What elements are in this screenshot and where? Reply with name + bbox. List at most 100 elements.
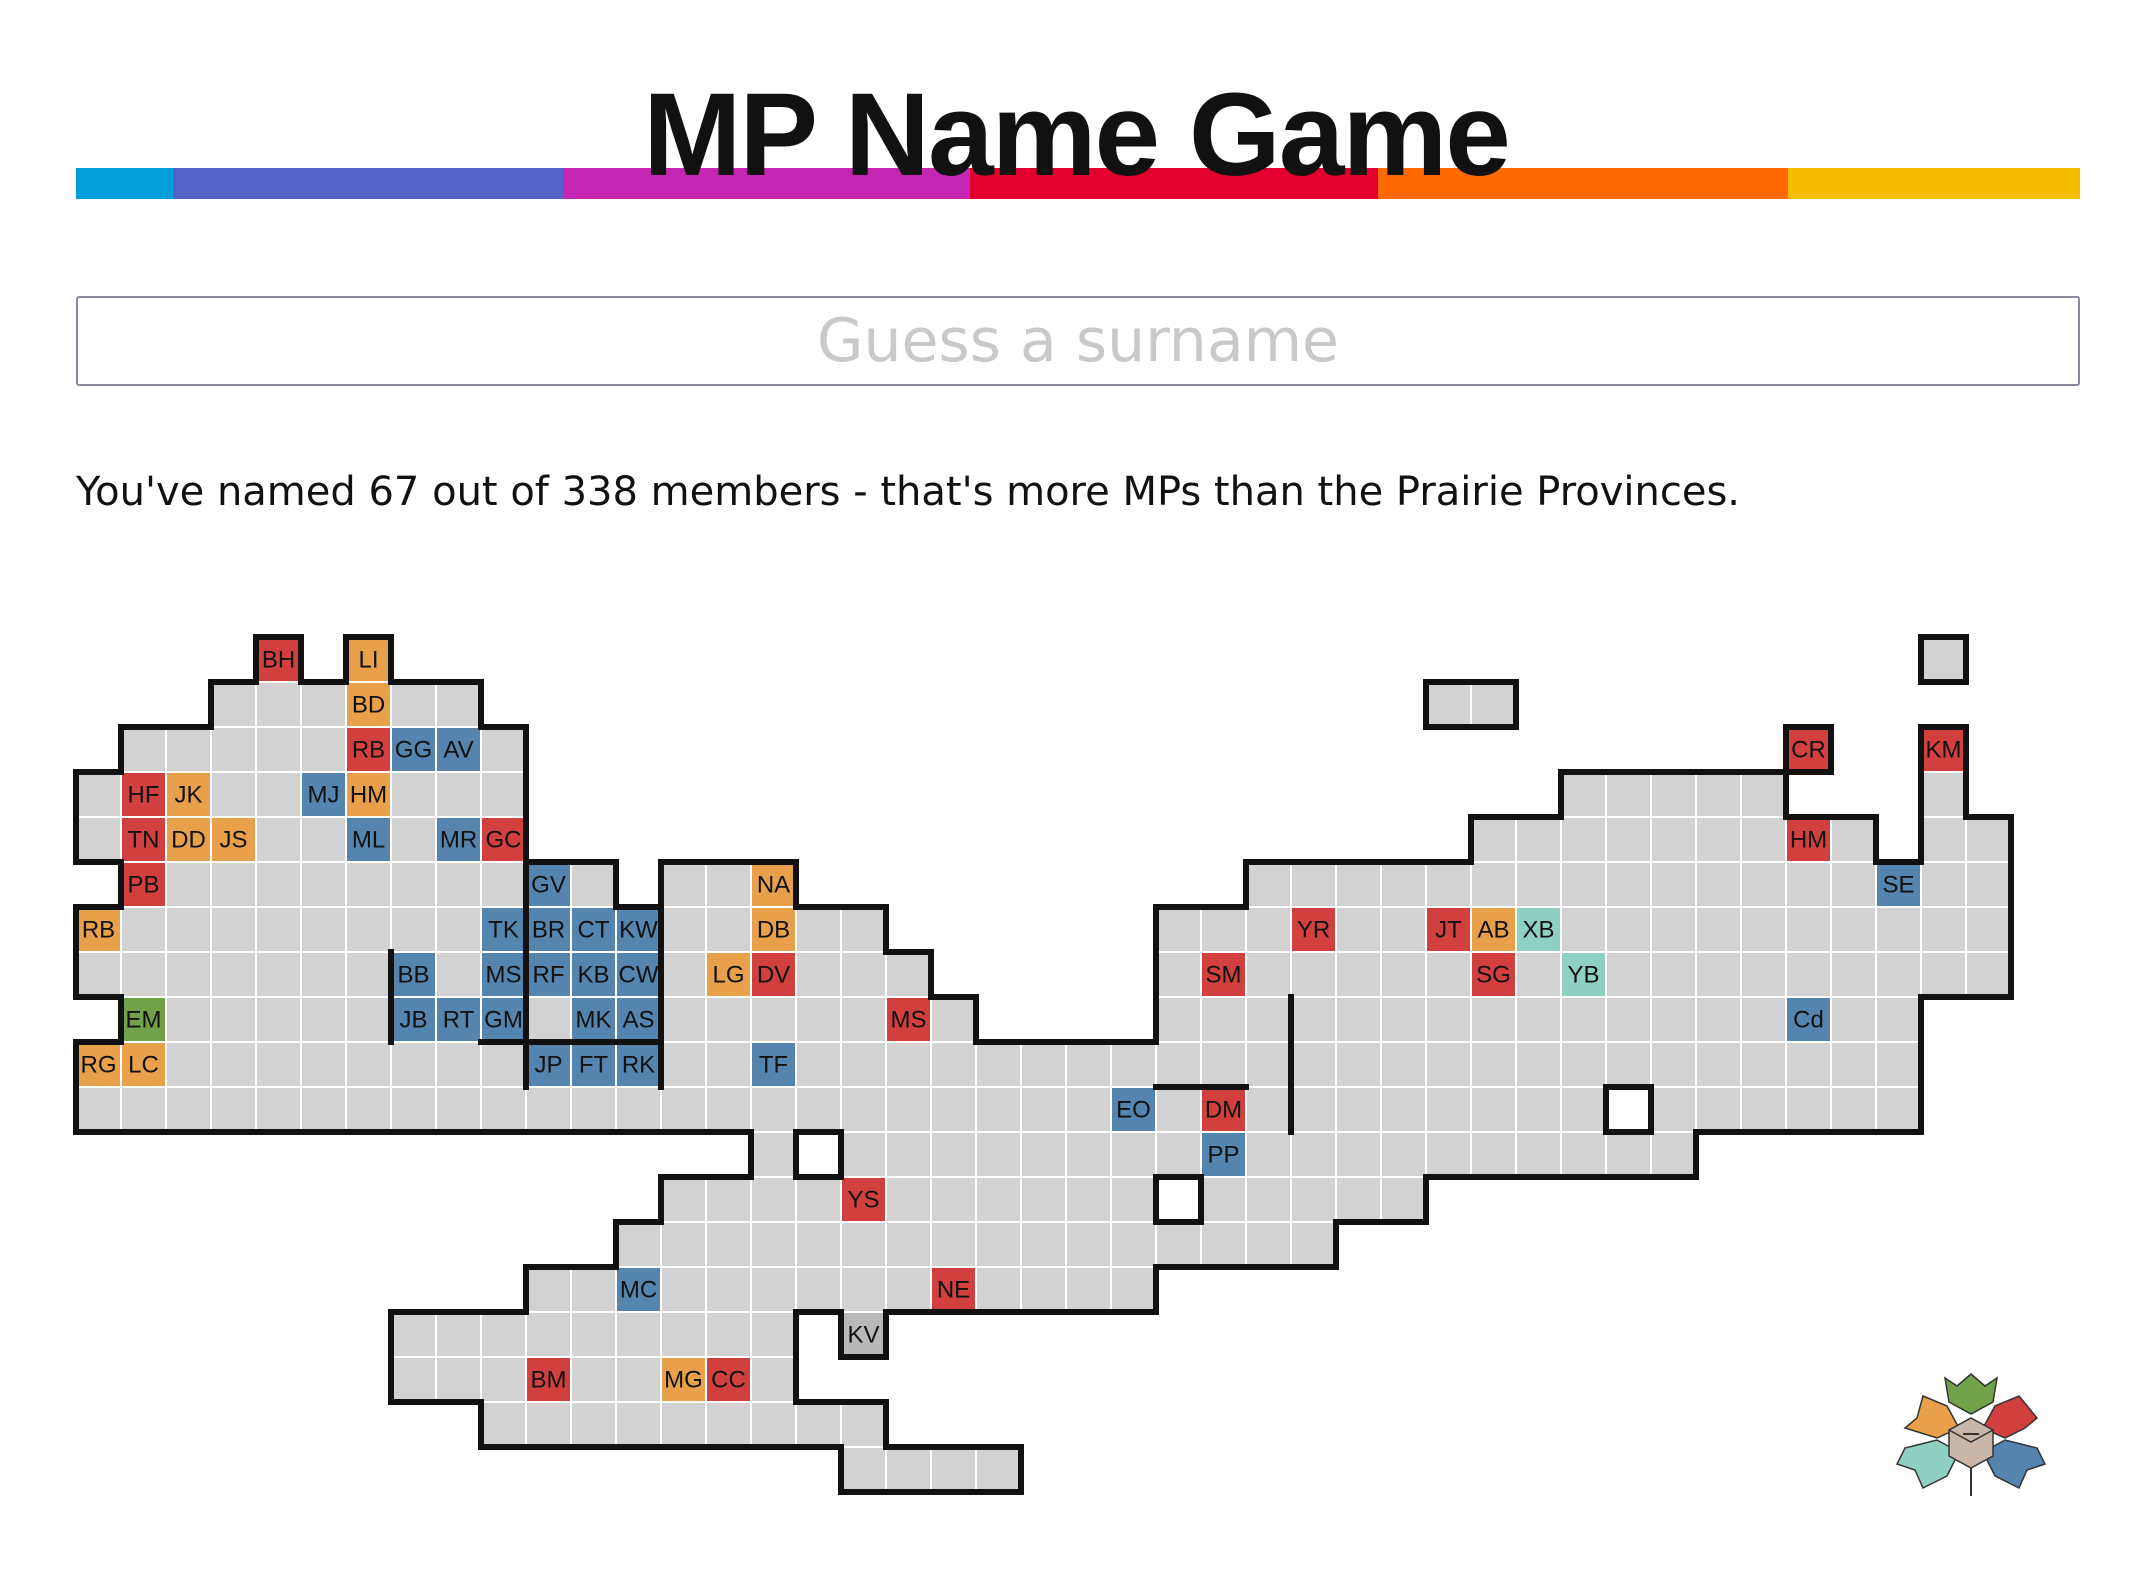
riding-cell — [705, 1401, 752, 1448]
riding-cell — [795, 1041, 842, 1088]
riding-cell — [300, 726, 347, 773]
riding-cell — [930, 1041, 977, 1088]
riding-cell — [930, 1446, 977, 1493]
riding-cell — [795, 1221, 842, 1268]
riding-cell — [210, 906, 257, 953]
riding-cell-named — [255, 636, 302, 683]
riding-cell — [1695, 816, 1742, 863]
riding-cell — [1560, 816, 1607, 863]
riding-cell — [840, 951, 887, 998]
riding-cell — [345, 861, 392, 908]
riding-cell-label: DB — [757, 917, 790, 944]
riding-cell — [210, 771, 257, 818]
riding-cell — [705, 1086, 752, 1133]
riding-cell — [1020, 1041, 1067, 1088]
riding-cell-named — [120, 861, 167, 908]
riding-cells: BH LI BD RB GG AV HF JK MJ HM TN DD JS ML MR GC PB GV NA RB… — [75, 636, 2012, 1493]
riding-cell-named — [660, 1356, 707, 1403]
riding-cell — [210, 861, 257, 908]
riding-cell — [660, 1266, 707, 1313]
riding-cell — [1245, 996, 1292, 1043]
riding-cell — [525, 996, 572, 1043]
riding-cell-named — [840, 1176, 887, 1223]
riding-cell — [210, 951, 257, 998]
riding-cell — [1920, 636, 1967, 683]
riding-cell — [1155, 996, 1202, 1043]
riding-cell — [705, 1041, 752, 1088]
riding-cell — [1020, 1086, 1067, 1133]
riding-cell-named — [750, 951, 797, 998]
riding-cell — [390, 681, 437, 728]
riding-cell — [1065, 1086, 1112, 1133]
riding-cell — [1065, 1221, 1112, 1268]
surname-guess-input[interactable] — [76, 296, 2080, 386]
riding-cell-label: HM — [350, 782, 387, 809]
riding-cell — [930, 1221, 977, 1268]
riding-cell — [885, 1176, 932, 1223]
riding-cell — [660, 1041, 707, 1088]
riding-cell — [390, 861, 437, 908]
riding-cell — [1695, 996, 1742, 1043]
riding-cell — [1830, 906, 1877, 953]
riding-cell — [1155, 1041, 1202, 1088]
riding-cell — [1515, 951, 1562, 998]
riding-cell — [795, 906, 842, 953]
riding-cell — [390, 906, 437, 953]
riding-cell — [795, 1401, 842, 1448]
riding-cell — [255, 861, 302, 908]
riding-cell — [210, 996, 257, 1043]
riding-cell — [660, 1176, 707, 1223]
riding-cell — [525, 1266, 572, 1313]
riding-cell-named — [165, 816, 212, 863]
riding-cell — [480, 861, 527, 908]
riding-cell-label: MC — [620, 1277, 657, 1304]
maple-leaf-cube-logo-icon — [1895, 1373, 2047, 1496]
riding-cell — [885, 1446, 932, 1493]
riding-cell — [345, 996, 392, 1043]
riding-cell — [1155, 906, 1202, 953]
riding-cell — [1740, 996, 1787, 1043]
rainbow-segment — [173, 168, 563, 199]
riding-cell-label: MS — [891, 1007, 927, 1034]
riding-cell — [840, 1446, 887, 1493]
riding-cell — [1830, 996, 1877, 1043]
riding-cell — [1380, 1041, 1427, 1088]
riding-cell — [1380, 951, 1427, 998]
riding-cell — [1200, 1221, 1247, 1268]
riding-cell-named — [615, 1266, 662, 1313]
riding-cell-named — [570, 906, 617, 953]
riding-cell — [1290, 1221, 1337, 1268]
riding-cell-named — [525, 861, 572, 908]
riding-cell — [750, 1086, 797, 1133]
riding-cell-label: AS — [622, 1007, 654, 1034]
riding-cell — [1335, 906, 1382, 953]
riding-cell-named — [1200, 1086, 1247, 1133]
riding-cell-label: Cd — [1793, 1007, 1824, 1034]
riding-cell — [1425, 861, 1472, 908]
riding-cell — [390, 1086, 437, 1133]
riding-cell — [1425, 681, 1472, 728]
riding-cell — [1560, 906, 1607, 953]
riding-cell — [300, 1086, 347, 1133]
riding-cell — [390, 1311, 437, 1358]
riding-cell — [480, 1401, 527, 1448]
riding-cell — [210, 726, 257, 773]
riding-cell — [930, 1176, 977, 1223]
riding-cell — [435, 771, 482, 818]
riding-cell — [255, 951, 302, 998]
riding-cell-label: SG — [1476, 962, 1511, 989]
riding-cell — [1290, 1086, 1337, 1133]
riding-cell — [570, 1311, 617, 1358]
riding-cell-label: EM — [126, 1007, 162, 1034]
riding-cell — [1650, 861, 1697, 908]
riding-cell — [1695, 951, 1742, 998]
riding-cell-label: NE — [937, 1277, 970, 1304]
rainbow-segment — [970, 168, 1378, 199]
riding-cell — [255, 906, 302, 953]
riding-cell — [1605, 771, 1652, 818]
riding-cell — [1785, 951, 1832, 998]
riding-cell — [615, 1311, 662, 1358]
riding-cell — [1380, 996, 1427, 1043]
riding-cell-label: YB — [1567, 962, 1599, 989]
riding-cell — [750, 1356, 797, 1403]
